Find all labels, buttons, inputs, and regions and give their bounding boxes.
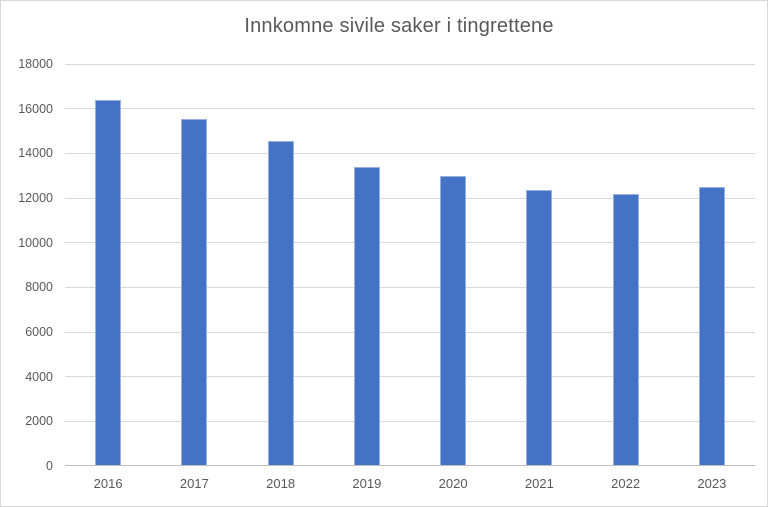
bar-2018	[267, 141, 294, 465]
y-axis: 0 2000 4000 6000 8000 10000 12000 14000 16000 180…	[1, 57, 53, 473]
y-tick-label-6000: 6000	[25, 325, 53, 339]
x-axis: 2016 2017 2018 2019 2020 2021 2022 2023	[65, 476, 755, 496]
x-tick-label-2021: 2021	[524, 476, 554, 491]
x-tick-label-2018: 2018	[266, 476, 296, 491]
bar-2022	[612, 193, 639, 465]
y-tick-label-16000: 16000	[18, 101, 53, 116]
gridline-16000	[65, 108, 755, 110]
x-tick-label-2020: 2020	[438, 476, 468, 491]
gridline-12000	[65, 197, 755, 199]
gridline-14000	[65, 152, 755, 154]
x-tick-label-2019: 2019	[352, 476, 382, 491]
chart-title: Innkomne sivile saker i tingrettene	[244, 15, 554, 37]
x-tick-label-2017: 2017	[179, 476, 209, 491]
y-tick-label-0: 0	[46, 459, 53, 473]
y-tick-label-2000: 2000	[25, 414, 53, 429]
y-tick-label-12000: 12000	[18, 191, 53, 205]
x-tick-label-2023: 2023	[697, 476, 727, 491]
bar-2023	[698, 186, 725, 465]
y-tick-label-8000: 8000	[25, 280, 53, 295]
plot-area	[65, 63, 755, 466]
bar-2020	[440, 175, 467, 465]
bar-2016	[95, 99, 122, 465]
gridline-4000	[65, 376, 755, 378]
bar-2017	[181, 118, 208, 465]
x-axis-line	[65, 465, 755, 466]
y-tick-label-14000: 14000	[18, 146, 53, 161]
x-tick-label-2022: 2022	[611, 476, 641, 491]
bar-2021	[526, 190, 553, 465]
y-tick-label-18000: 18000	[18, 57, 53, 71]
y-tick-label-10000: 10000	[18, 235, 53, 250]
gridline-2000	[65, 420, 755, 422]
bar-2019	[353, 166, 380, 465]
gridline-10000	[65, 242, 755, 244]
gridline-6000	[65, 331, 755, 333]
x-tick-label-2016: 2016	[93, 476, 123, 491]
gridline-8000	[65, 286, 755, 288]
y-tick-label-4000: 4000	[25, 369, 53, 384]
gridline-18000	[65, 63, 755, 65]
